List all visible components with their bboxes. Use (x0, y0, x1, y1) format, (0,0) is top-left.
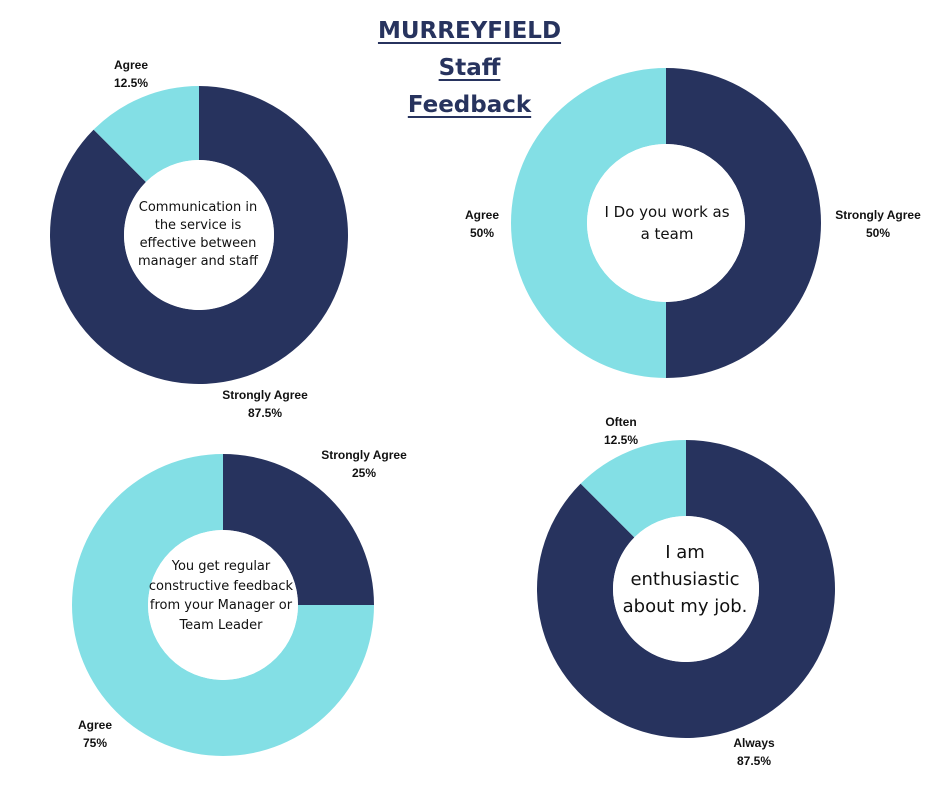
chart1-center-title: Communication in the service is effectiv… (138, 200, 258, 269)
chart4-center-hole (613, 516, 759, 662)
chart3-label-strongly-agree: Strongly Agree 25% (321, 448, 407, 480)
chart4-slice-always (537, 440, 835, 739)
chart1-label-agree: Agree 12.5% (113, 58, 149, 90)
chart2-slice-strongly-agree (666, 68, 821, 378)
chart4-center-title: I am enthusiastic about my job. (622, 542, 748, 617)
chart1-center-hole (124, 160, 274, 310)
chart2-center-title: I Do you work as a team (604, 203, 730, 243)
chart2-label-agree: Agree 50% (464, 208, 499, 240)
chart1-slice-strongly-agree (49, 86, 348, 385)
chart3-label-agree: Agree 75% (77, 718, 112, 750)
chart2-center-hole (587, 144, 745, 302)
chart2-slice-agree (511, 68, 666, 378)
chart4-label-often: Often 12.5% (603, 415, 639, 447)
chart3-center-hole (148, 530, 298, 680)
title-line-2: Staff (438, 55, 501, 81)
title-line-3: Feedback (407, 92, 532, 118)
chart4-slice-often (580, 440, 686, 538)
chart3-center-title: You get regular constructive feedback fr… (148, 559, 294, 633)
chart1-slice-agree (93, 86, 199, 182)
chart4-label-always: Always 87.5% (733, 736, 775, 768)
chart3-slice-agree (72, 454, 374, 756)
chart2-label-strongly-agree: Strongly Agree 50% (835, 208, 921, 240)
title-line-1: MURREYFIELD (377, 18, 562, 44)
chart3-slice-strongly-agree (223, 454, 374, 605)
chart1-label-strongly-agree: Strongly Agree 87.5% (222, 388, 308, 420)
